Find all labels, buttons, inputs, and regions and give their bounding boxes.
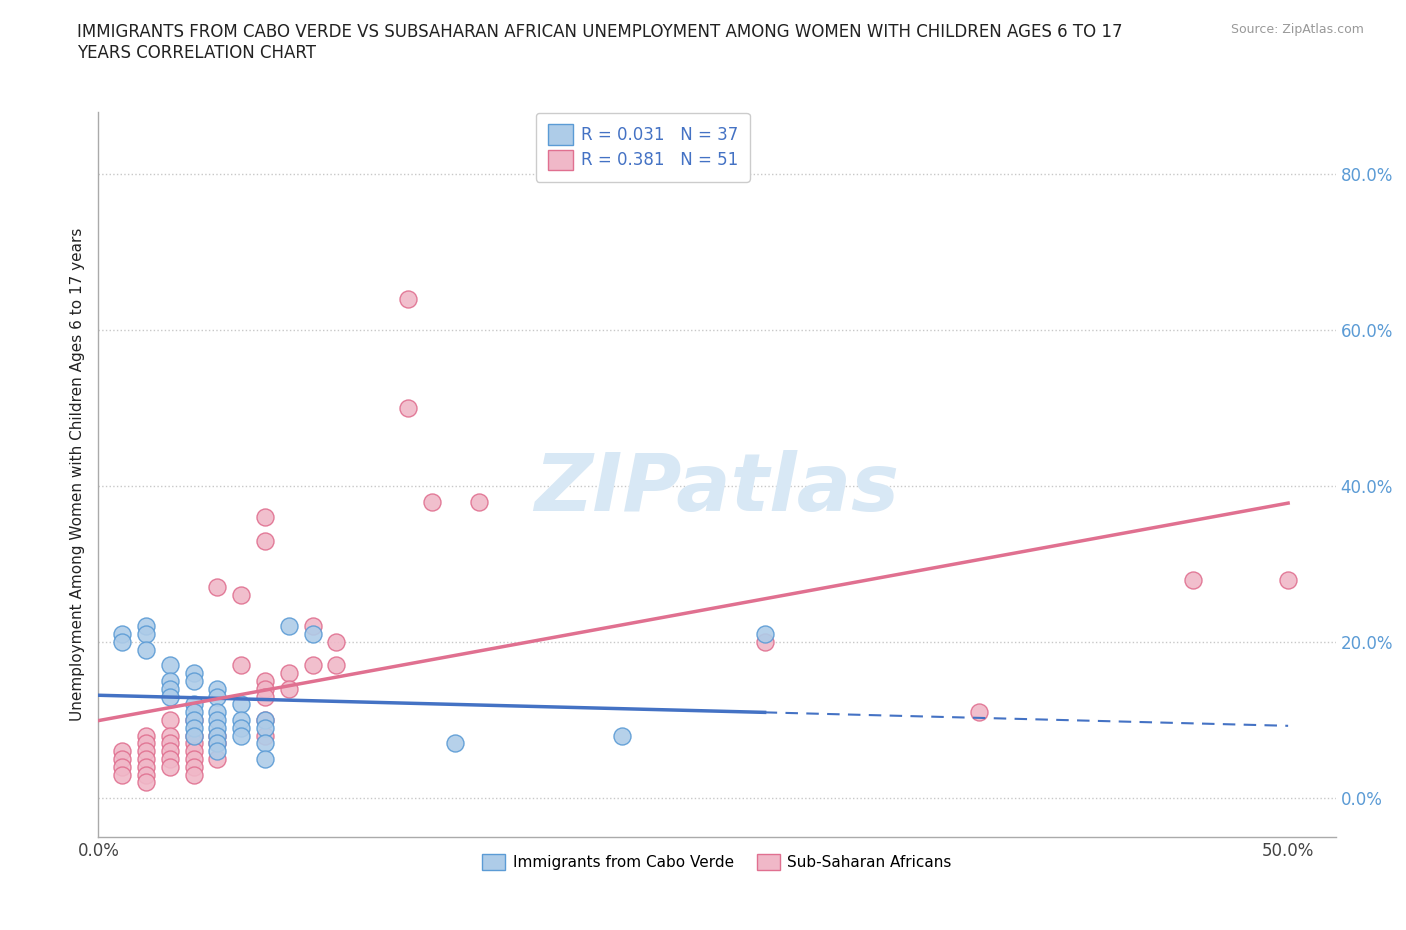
Point: [183, 712, 205, 727]
Point: [207, 728, 229, 743]
Point: [207, 736, 229, 751]
Point: [159, 751, 181, 766]
Point: [207, 728, 229, 743]
Point: [183, 736, 205, 751]
Point: [111, 760, 134, 775]
Point: [253, 712, 276, 727]
Point: [159, 760, 181, 775]
Point: [420, 494, 443, 509]
Point: [111, 634, 134, 649]
Point: [444, 736, 467, 751]
Point: [183, 728, 205, 743]
Point: [135, 627, 157, 642]
Point: [231, 728, 253, 743]
Point: [135, 767, 157, 782]
Point: [1277, 572, 1299, 587]
Point: [111, 627, 134, 642]
Point: [183, 760, 205, 775]
Point: [135, 744, 157, 759]
Point: [301, 619, 323, 634]
Point: [183, 767, 205, 782]
Point: [277, 619, 299, 634]
Point: [301, 658, 323, 672]
Point: [183, 744, 205, 759]
Point: [111, 744, 134, 759]
Point: [207, 712, 229, 727]
Point: [159, 689, 181, 704]
Point: [207, 689, 229, 704]
Point: [135, 643, 157, 658]
Y-axis label: Unemployment Among Women with Children Ages 6 to 17 years: Unemployment Among Women with Children A…: [70, 228, 86, 721]
Point: [183, 666, 205, 681]
Text: ZIPatlas: ZIPatlas: [534, 450, 900, 528]
Point: [253, 673, 276, 688]
Point: [253, 751, 276, 766]
Point: [754, 634, 776, 649]
Point: [183, 712, 205, 727]
Point: [253, 510, 276, 525]
Point: [610, 728, 633, 743]
Point: [277, 666, 299, 681]
Point: [207, 682, 229, 697]
Point: [253, 689, 276, 704]
Point: [111, 751, 134, 766]
Point: [231, 712, 253, 727]
Point: [231, 658, 253, 672]
Point: [396, 401, 419, 416]
Point: [325, 658, 347, 672]
Point: [135, 760, 157, 775]
Point: [207, 736, 229, 751]
Point: [277, 682, 299, 697]
Point: [159, 673, 181, 688]
Point: [183, 728, 205, 743]
Point: [253, 728, 276, 743]
Point: [135, 736, 157, 751]
Point: [325, 634, 347, 649]
Point: [253, 682, 276, 697]
Point: [159, 728, 181, 743]
Point: [159, 712, 181, 727]
Point: [253, 533, 276, 548]
Point: [253, 712, 276, 727]
Point: [159, 736, 181, 751]
Point: [183, 673, 205, 688]
Point: [301, 627, 323, 642]
Point: [207, 751, 229, 766]
Text: IMMIGRANTS FROM CABO VERDE VS SUBSAHARAN AFRICAN UNEMPLOYMENT AMONG WOMEN WITH C: IMMIGRANTS FROM CABO VERDE VS SUBSAHARAN…: [77, 23, 1123, 62]
Point: [207, 705, 229, 720]
Point: [253, 736, 276, 751]
Point: [253, 721, 276, 736]
Point: [207, 580, 229, 595]
Point: [207, 721, 229, 736]
Point: [231, 721, 253, 736]
Point: [183, 721, 205, 736]
Point: [754, 627, 776, 642]
Point: [135, 728, 157, 743]
Point: [183, 705, 205, 720]
Point: [183, 751, 205, 766]
Point: [135, 619, 157, 634]
Point: [159, 682, 181, 697]
Point: [1181, 572, 1204, 587]
Point: [207, 744, 229, 759]
Point: [231, 588, 253, 603]
Point: [396, 291, 419, 306]
Point: [967, 705, 990, 720]
Legend: Immigrants from Cabo Verde, Sub-Saharan Africans: Immigrants from Cabo Verde, Sub-Saharan …: [477, 848, 957, 876]
Point: [135, 775, 157, 790]
Point: [111, 767, 134, 782]
Point: [468, 494, 491, 509]
Point: [159, 744, 181, 759]
Text: Source: ZipAtlas.com: Source: ZipAtlas.com: [1230, 23, 1364, 36]
Point: [231, 697, 253, 711]
Point: [159, 658, 181, 672]
Point: [135, 751, 157, 766]
Point: [183, 697, 205, 711]
